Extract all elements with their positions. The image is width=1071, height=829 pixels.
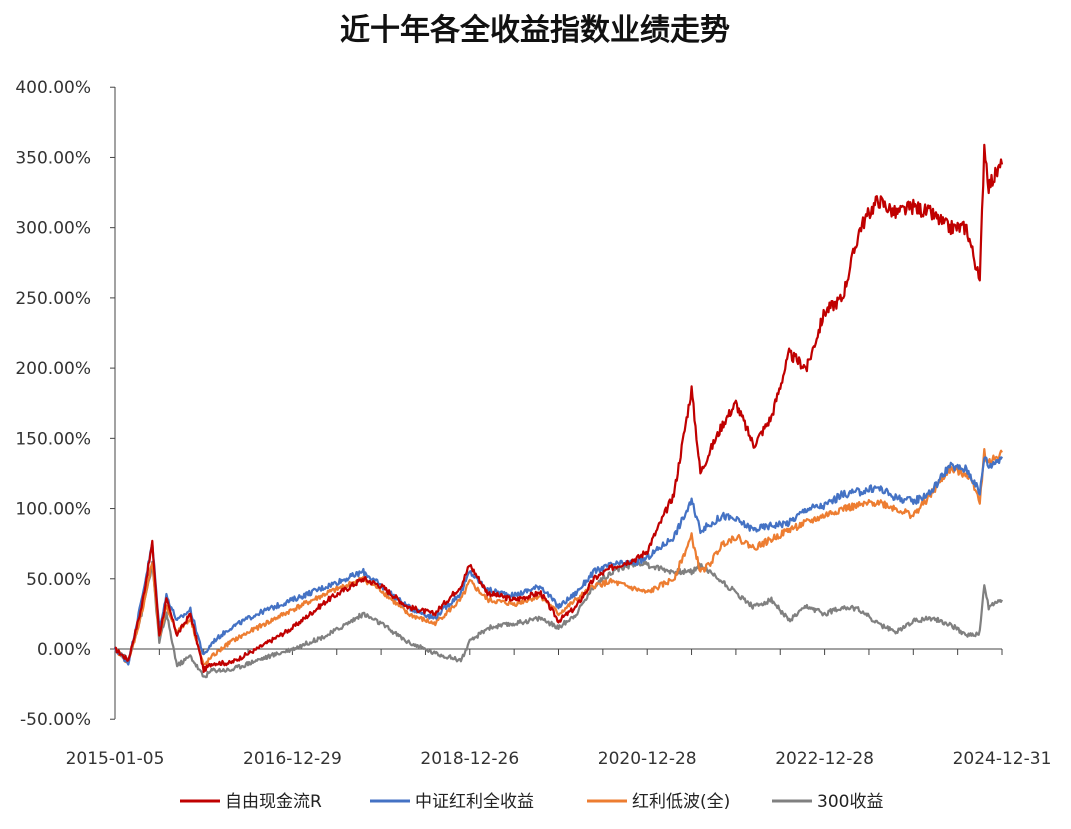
y-tick-label: -50.00% [20,710,91,730]
series-group [113,143,1004,679]
y-axis-group: -50.00% 0.00% 50.00% 100.00% 150.00% 200.00% 2… [15,78,116,730]
y-tick-label: 50.00% [26,570,91,590]
legend-label: 红利低波(全) [632,792,730,812]
x-tick-label: 2016-12-29 [243,749,342,769]
series-line-4 [113,559,1003,679]
series-line-1 [114,143,1004,673]
y-tick-label: 300.00% [15,219,91,239]
y-tick-label: 350.00% [15,148,91,168]
series-line-2 [113,456,1003,666]
legend-label: 自由现金流R [225,792,322,812]
x-tick-label: 2022-12-28 [775,749,874,769]
x-tick-label: 2015-01-05 [66,749,165,769]
y-tick-label: 250.00% [15,289,91,309]
legend-label: 300收益 [817,792,883,812]
y-tick-label: 0.00% [37,640,91,660]
chart-title: 近十年各全收益指数业绩走势 [340,13,730,48]
series-line-3 [114,448,1003,666]
x-tick-label: 2018-12-26 [420,749,519,769]
x-tick-label: 2020-12-28 [598,749,697,769]
legend: 自由现金流R 中证红利全收益 红利低波(全) 300收益 [180,792,883,812]
y-tick-label: 150.00% [15,429,91,449]
legend-label: 中证红利全收益 [415,792,534,812]
y-tick-label: 400.00% [15,78,91,98]
x-axis-group: 2015-01-05 2016-12-29 2018-12-26 2020-12-28… [66,648,1052,769]
y-tick-label: 100.00% [15,500,91,520]
x-tick-label: 2024-12-31 [953,749,1052,769]
y-tick-label: 200.00% [15,359,91,379]
